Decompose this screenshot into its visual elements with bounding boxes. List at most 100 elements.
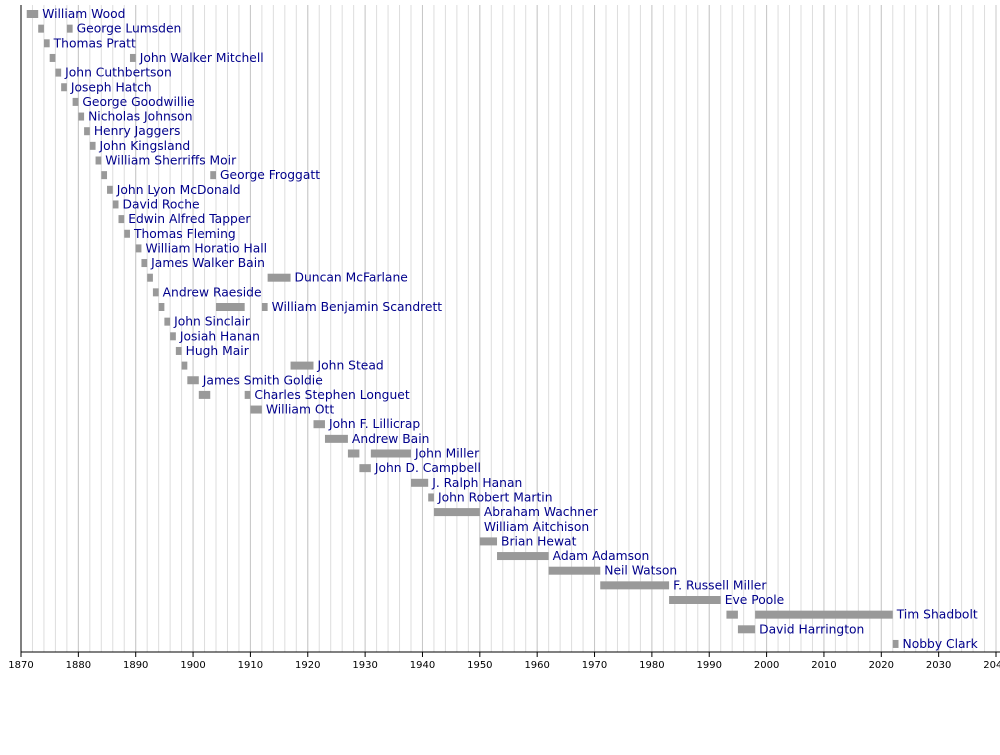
term-bar xyxy=(370,449,411,458)
mayor-name: John Miller xyxy=(414,447,480,461)
mayor-name: F. Russell Miller xyxy=(673,578,767,592)
term-bar xyxy=(290,361,314,370)
term-bar xyxy=(164,317,171,326)
mayor-name: Neil Watson xyxy=(604,564,677,578)
mayor-name: John D. Campbell xyxy=(374,461,481,475)
mayor-name: William Wood xyxy=(42,7,125,21)
mayor-name: John Walker Mitchell xyxy=(139,51,264,65)
term-bar xyxy=(181,361,188,370)
term-bar xyxy=(175,346,182,355)
term-bar xyxy=(600,581,670,590)
x-tick-label: 2030 xyxy=(926,660,951,671)
mayor-name: William Horatio Hall xyxy=(145,241,267,255)
term-bar xyxy=(72,97,79,106)
mayor-name: John Lyon McDonald xyxy=(116,183,241,197)
mayor-name: Tim Shadbolt xyxy=(896,608,978,622)
term-bar xyxy=(210,171,216,180)
mayor-name: Andrew Bain xyxy=(352,432,430,446)
mayor-name: Adam Adamson xyxy=(553,549,650,563)
mayor-name: Nobby Clark xyxy=(903,637,979,651)
term-bar xyxy=(135,244,142,253)
term-bar xyxy=(61,83,67,92)
x-tick-label: 1940 xyxy=(410,660,435,671)
mayor-name: Josiah Hanan xyxy=(179,329,260,343)
term-bar xyxy=(112,200,119,209)
x-tick-label: 1890 xyxy=(123,660,148,671)
term-bar xyxy=(433,508,480,517)
term-bar xyxy=(124,229,130,238)
mayor-name: Hugh Mair xyxy=(186,344,250,358)
term-bar xyxy=(38,24,44,33)
term-bar xyxy=(26,10,39,18)
mayor-name: George Lumsden xyxy=(77,22,182,36)
mayor-name: William Ott xyxy=(266,403,334,417)
term-bar xyxy=(267,273,291,282)
term-bar xyxy=(95,156,102,165)
term-bar xyxy=(129,53,136,62)
x-tick-label: 2000 xyxy=(754,660,779,671)
mayor-name: Duncan McFarlane xyxy=(295,271,408,285)
term-bar xyxy=(78,112,85,121)
mayor-name: William Benjamin Scandrett xyxy=(272,300,443,314)
term-bar xyxy=(313,420,325,429)
x-tick-label: 1990 xyxy=(697,660,722,671)
mayor-name: William Sherriffs Moir xyxy=(105,154,237,168)
mayor-name: John Stead xyxy=(317,359,384,373)
term-bar xyxy=(669,596,721,604)
term-bar xyxy=(147,273,153,282)
term-bar xyxy=(89,141,96,150)
term-bar xyxy=(250,405,262,414)
term-bar xyxy=(892,639,899,648)
x-tick-label: 1930 xyxy=(352,660,377,671)
term-bar xyxy=(158,303,165,311)
term-bar xyxy=(49,53,56,62)
mayor-name: John Robert Martin xyxy=(437,490,553,504)
mayor-name: George Goodwillie xyxy=(82,95,194,109)
mayor-name: Brian Hewat xyxy=(501,534,577,548)
mayor-name: John Sinclair xyxy=(173,315,251,329)
term-bar xyxy=(55,68,62,77)
term-bar xyxy=(244,390,251,399)
mayor-name: John Kingsland xyxy=(99,139,191,153)
term-bar xyxy=(261,303,268,311)
term-bar xyxy=(152,288,159,297)
mayor-name: Nicholas Johnson xyxy=(88,110,192,124)
term-bar xyxy=(170,332,176,341)
mayor-name: Abraham Wachner xyxy=(484,505,599,519)
mayor-name: J. Ralph Hanan xyxy=(431,476,522,490)
x-tick-label: 2010 xyxy=(811,660,836,671)
term-bar xyxy=(107,185,113,194)
term-bar xyxy=(497,552,549,561)
term-bar xyxy=(411,478,429,487)
mayor-name: Joseph Hatch xyxy=(70,80,152,94)
x-tick-label: 2020 xyxy=(869,660,894,671)
term-bar xyxy=(347,449,360,458)
mayor-name: Andrew Raeside xyxy=(163,285,262,299)
mayor-name: David Harrington xyxy=(759,622,864,636)
mayor-name: John F. Lillicrap xyxy=(328,417,420,431)
term-bar xyxy=(479,537,498,546)
term-bar xyxy=(66,24,73,33)
mayor-name: George Froggatt xyxy=(220,168,320,182)
mayor-name: Thomas Pratt xyxy=(53,36,136,50)
term-bar xyxy=(216,303,245,311)
x-tick-label: 1970 xyxy=(582,660,607,671)
term-bar xyxy=(324,434,348,443)
x-tick-label: 1920 xyxy=(295,660,320,671)
mayor-name: William Aitchison xyxy=(484,520,589,534)
mayor-name: Henry Jaggers xyxy=(94,124,181,138)
term-bar xyxy=(428,493,434,502)
mayor-name: Charles Stephen Longuet xyxy=(254,388,409,402)
term-bar xyxy=(737,625,756,634)
term-bar xyxy=(548,566,601,575)
mayor-name: David Roche xyxy=(123,197,200,211)
term-bar xyxy=(187,376,199,385)
x-tick-label: 2040 xyxy=(983,660,1000,671)
x-tick-label: 1910 xyxy=(238,660,263,671)
mayor-name: James Walker Bain xyxy=(150,256,265,270)
term-bar xyxy=(101,171,108,180)
x-tick-label: 1980 xyxy=(639,660,664,671)
mayor-name: James Smith Goldie xyxy=(202,373,323,387)
